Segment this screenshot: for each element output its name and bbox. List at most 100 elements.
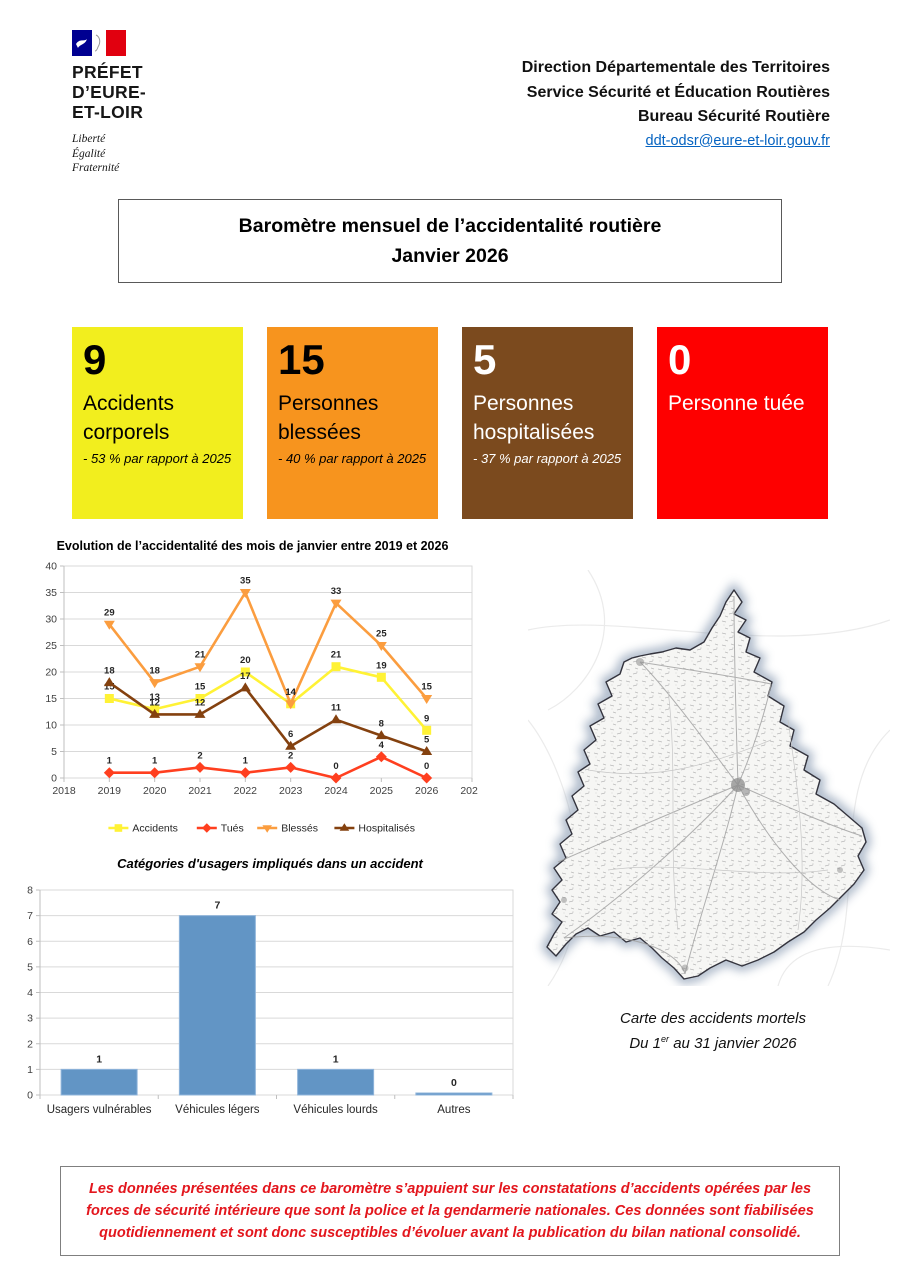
map-road-network — [557, 595, 863, 975]
svg-text:2026: 2026 — [415, 785, 439, 797]
svg-text:12: 12 — [195, 697, 206, 708]
stat-value: 9 — [83, 336, 107, 383]
svg-text:1: 1 — [96, 1053, 102, 1065]
svg-text:1: 1 — [152, 756, 158, 767]
svg-text:21: 21 — [331, 650, 342, 661]
svg-text:40: 40 — [45, 561, 57, 573]
bar-chart: 0 1 2 3 4 5 6 7 8 1 Usagers vulnérables 7 Véhicules … — [27, 885, 514, 1116]
stat-delta: - 37 % par rapport à 2025 — [473, 451, 622, 466]
svg-text:18: 18 — [104, 666, 115, 677]
logo-line-1: PRÉFET — [72, 62, 143, 82]
svg-text:13: 13 — [149, 692, 160, 703]
svg-text:10: 10 — [45, 720, 57, 732]
stat-delta: - 53 % par rapport à 2025 — [83, 451, 232, 466]
svg-text:25: 25 — [376, 629, 387, 640]
svg-text:0: 0 — [333, 761, 338, 772]
svg-text:5: 5 — [424, 735, 430, 746]
svg-text:2025: 2025 — [370, 785, 394, 797]
svg-text:Autres: Autres — [437, 1104, 470, 1116]
stat-label: Accidents corporels — [83, 392, 175, 444]
svg-text:12: 12 — [149, 697, 160, 708]
svg-text:Hospitalisés: Hospitalisés — [358, 823, 415, 835]
svg-text:2027: 2027 — [460, 785, 478, 797]
svg-text:20: 20 — [240, 655, 251, 666]
svg-text:3: 3 — [27, 1013, 33, 1025]
svg-text:5: 5 — [27, 961, 33, 973]
svg-text:25: 25 — [45, 640, 57, 652]
bar-chart-title: Catégories d'usagers impliqués dans un a… — [117, 856, 423, 871]
stat-card-tues: 0 Personne tuée — [657, 327, 828, 519]
svg-text:14: 14 — [285, 687, 296, 698]
svg-text:7: 7 — [214, 900, 220, 912]
svg-text:1: 1 — [333, 1053, 339, 1065]
svg-text:15: 15 — [195, 682, 206, 693]
line-chart-title: Evolution de l’accidentalité des mois de… — [56, 539, 449, 553]
svg-text:5: 5 — [51, 746, 57, 758]
map-caption: Carte des accidents mortels Du 1er au 31… — [553, 1008, 873, 1054]
svg-text:0: 0 — [451, 1077, 457, 1089]
svg-text:0: 0 — [51, 773, 57, 785]
svg-text:0: 0 — [27, 1090, 33, 1102]
disclaimer-box: Les données présentées dans ce baromètre… — [60, 1166, 840, 1256]
logo-motto: Liberté Égalité Fraternité — [72, 133, 120, 174]
header-line-2: Service Sécurité et Éducation Routières — [526, 83, 830, 101]
svg-text:15: 15 — [45, 693, 57, 705]
svg-text:Véhicules légers: Véhicules légers — [175, 1104, 260, 1116]
svg-text:33: 33 — [331, 586, 342, 597]
department-map — [528, 570, 890, 986]
svg-text:35: 35 — [240, 576, 251, 587]
stat-label: Personne tuée — [668, 392, 805, 415]
svg-text:2018: 2018 — [52, 785, 76, 797]
svg-text:21: 21 — [195, 650, 206, 661]
stat-value: 15 — [278, 336, 325, 383]
contact-email-link[interactable]: ddt-odsr@eure-et-loir.gouv.fr — [645, 132, 831, 149]
svg-text:2019: 2019 — [98, 785, 122, 797]
stat-card-blesses: 15 Personnes blessées - 40 % par rapport… — [267, 327, 438, 519]
svg-text:30: 30 — [45, 614, 57, 626]
logo-line-2: D’EURE- — [72, 82, 147, 102]
map-secondary-roads — [587, 689, 829, 931]
prefecture-logo: PRÉFET D’EURE- ET-LOIR Liberté Égalité F… — [72, 30, 252, 176]
svg-text:2: 2 — [27, 1038, 33, 1050]
svg-text:35: 35 — [45, 587, 57, 599]
map-town-markers — [561, 658, 843, 972]
stat-delta: - 40 % par rapport à 2025 — [278, 451, 427, 466]
svg-text:14: 14 — [285, 687, 296, 698]
svg-text:Véhicules lourds: Véhicules lourds — [293, 1104, 378, 1116]
header-line-3: Bureau Sécurité Routière — [637, 108, 830, 125]
document-title: Baromètre mensuel de l’accidentalité rou… — [238, 214, 662, 237]
stat-card-hospitalises: 5 Personnes hospitalisées - 37 % par rap… — [462, 327, 633, 519]
map-caption-line1: Carte des accidents mortels — [620, 1010, 806, 1027]
svg-text:8: 8 — [379, 719, 384, 730]
svg-text:Tués: Tués — [221, 823, 244, 835]
svg-text:1: 1 — [107, 756, 113, 767]
svg-text:2022: 2022 — [234, 785, 258, 797]
disclaimer-text: Les données présentées dans ce baromètre… — [86, 1181, 814, 1241]
svg-text:Accidents: Accidents — [132, 823, 178, 835]
stat-label: Personnes blessées — [278, 392, 379, 444]
svg-text:15: 15 — [421, 682, 432, 693]
svg-text:0: 0 — [424, 761, 429, 772]
svg-text:Usagers vulnérables: Usagers vulnérables — [47, 1104, 152, 1116]
svg-text:2020: 2020 — [143, 785, 167, 797]
french-flag-icon — [72, 30, 126, 56]
svg-text:6: 6 — [27, 936, 33, 948]
svg-text:15: 15 — [104, 682, 115, 693]
header-line-1: Direction Départementale des Territoires — [521, 59, 830, 76]
svg-text:2023: 2023 — [279, 785, 303, 797]
svg-text:2024: 2024 — [324, 785, 348, 797]
svg-text:2021: 2021 — [188, 785, 212, 797]
svg-text:19: 19 — [376, 660, 387, 671]
svg-text:11: 11 — [331, 703, 342, 714]
svg-text:6: 6 — [288, 729, 293, 740]
svg-text:2: 2 — [288, 750, 293, 761]
logo-line-3: ET-LOIR — [72, 102, 144, 122]
document-subtitle: Janvier 2026 — [391, 244, 509, 267]
stat-value: 5 — [473, 336, 497, 383]
stat-card-accidents: 9 Accidents corporels - 53 % par rapport… — [72, 327, 243, 519]
svg-text:29: 29 — [104, 607, 115, 618]
stat-label: Personnes hospitalisées — [473, 392, 595, 444]
svg-text:17: 17 — [240, 671, 251, 682]
